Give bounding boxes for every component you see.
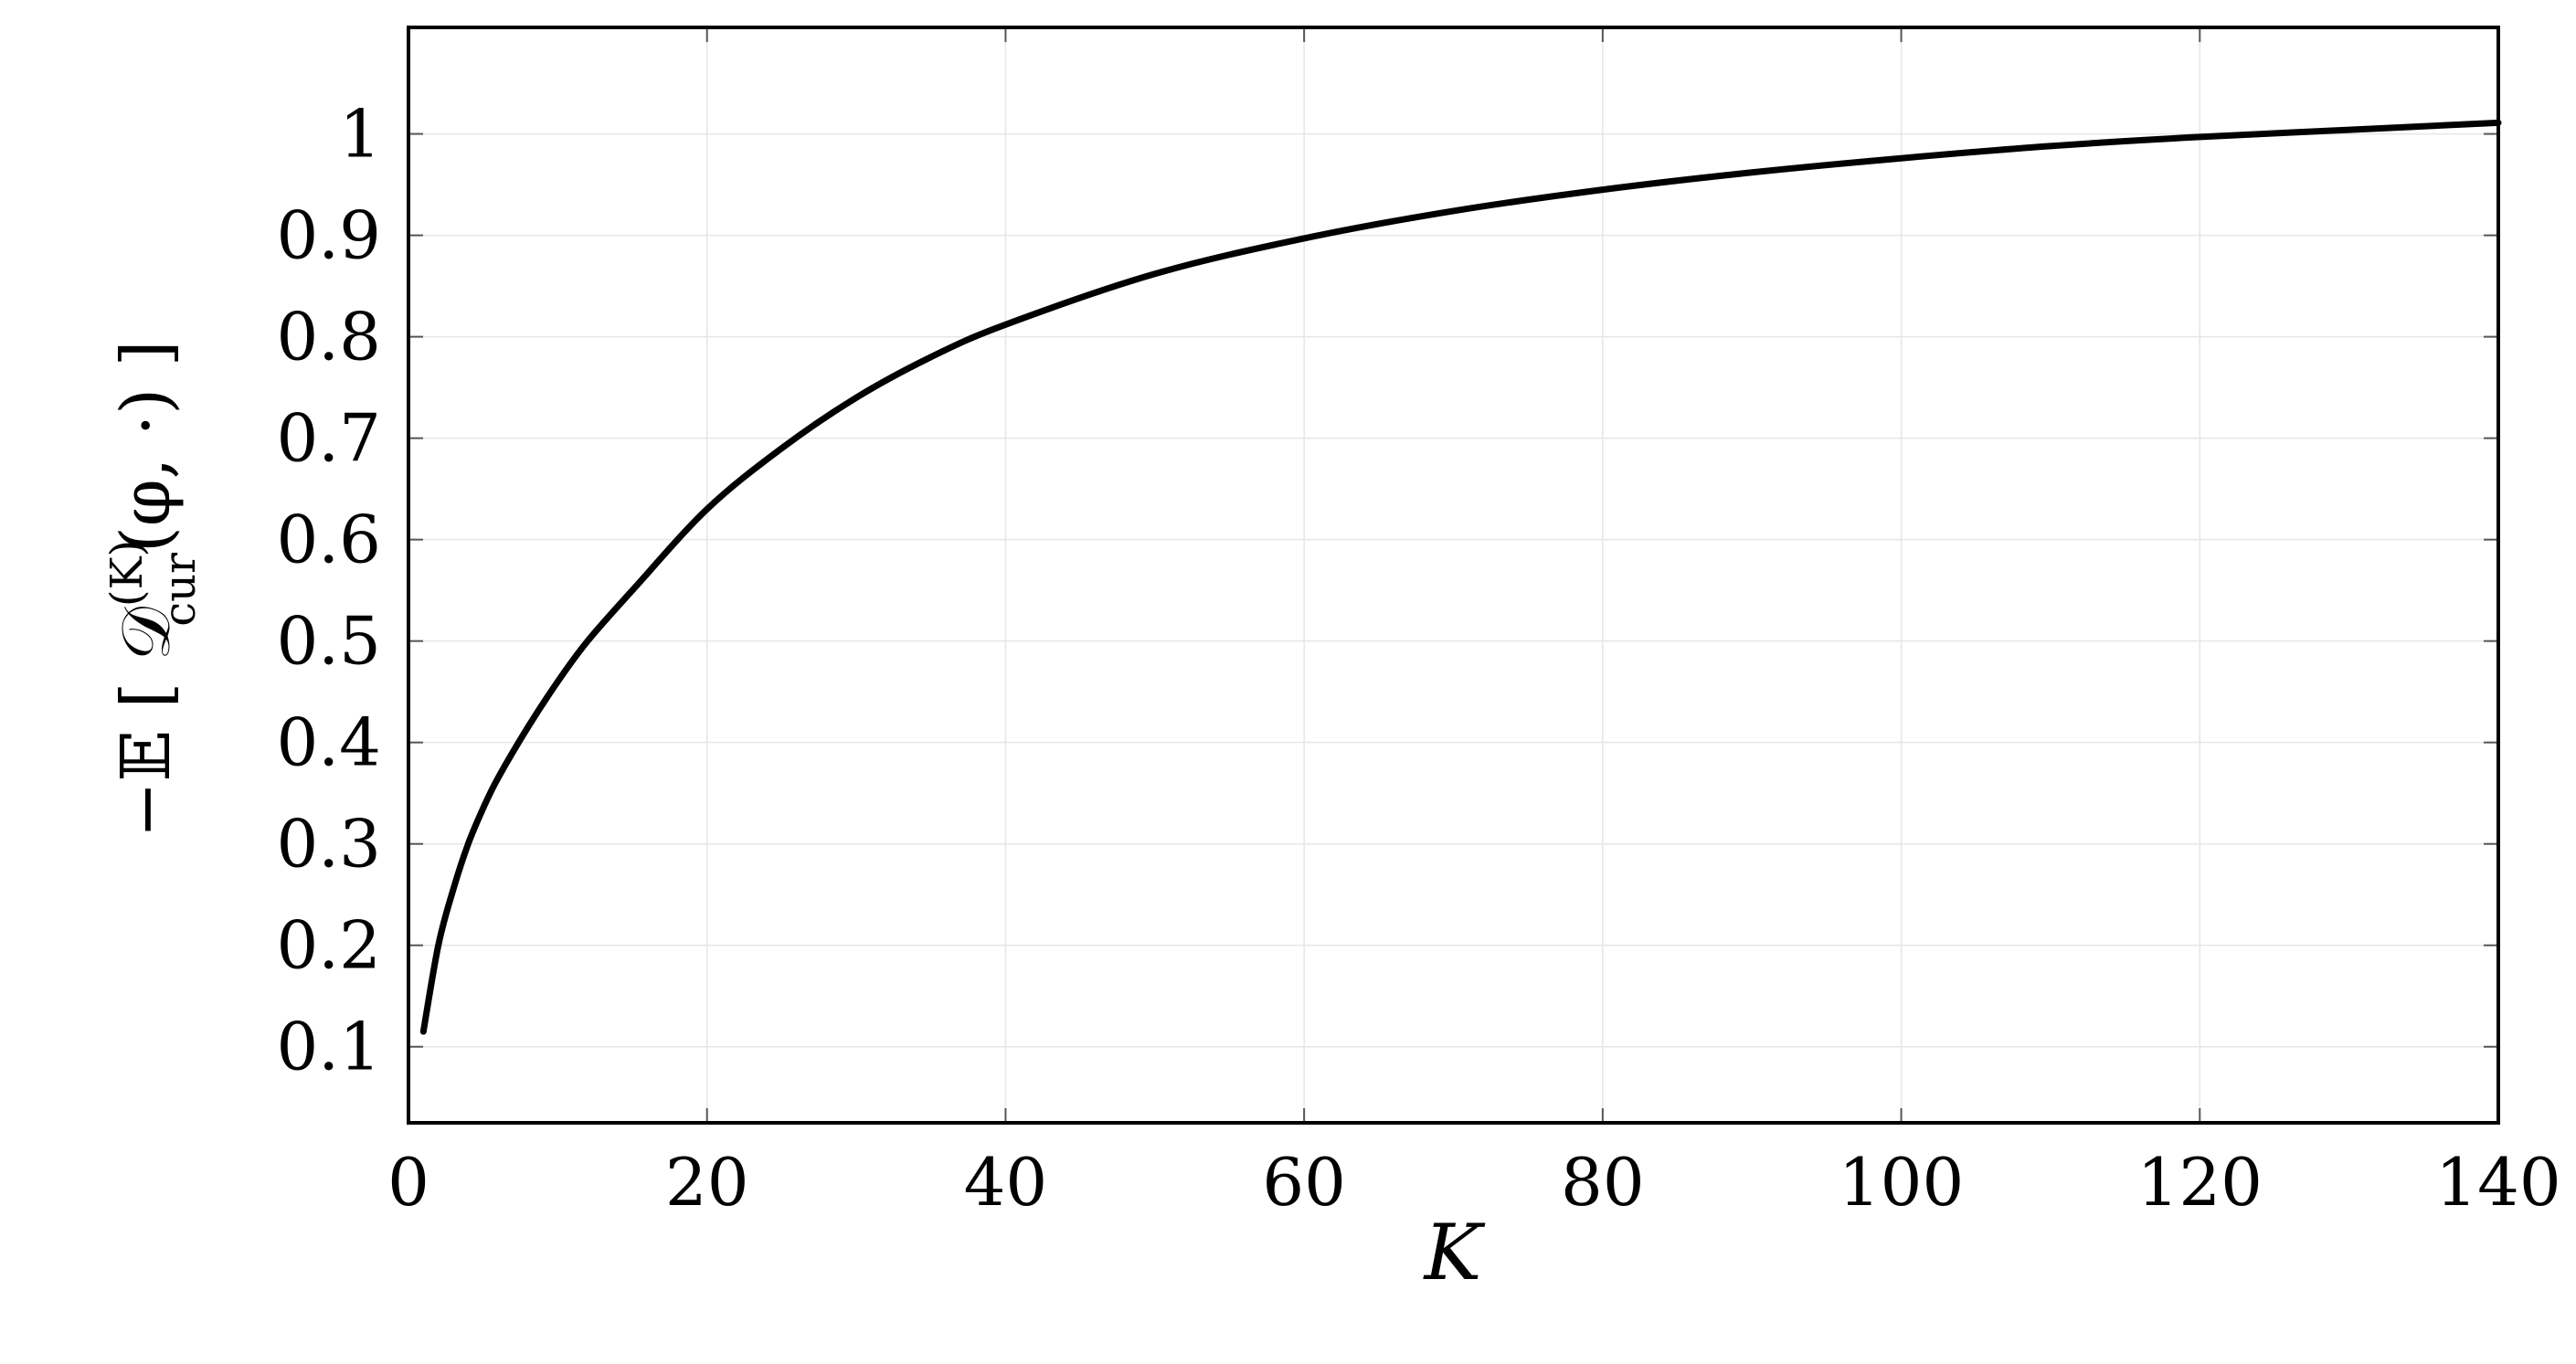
y-tick-label: 0.4: [276, 704, 381, 781]
y-tick-label: 0.5: [276, 603, 381, 680]
y-tick-label: 1: [339, 96, 381, 173]
y-tick-label: 0.1: [276, 1009, 381, 1085]
x-tick-label: 120: [2137, 1144, 2263, 1221]
y-axis-label-symbol: 𝒟: [107, 606, 186, 661]
y-tick-labels: 0.1 0.2 0.3 0.4 0.5 0.6 0.7 0.8 0.9 1: [276, 96, 381, 1085]
x-tick-label: 0: [387, 1144, 429, 1221]
y-tick-label: 0.7: [276, 400, 381, 477]
x-tick-label: 40: [964, 1144, 1048, 1221]
y-axis-label-args: (φ, ·): [107, 388, 186, 553]
x-axis-label: K: [1423, 1208, 1486, 1297]
y-tick-label: 0.3: [276, 806, 381, 883]
y-tick-label: 0.9: [276, 197, 381, 274]
x-tick-labels: 0 20 40 60 80 100 120 140: [387, 1144, 2561, 1221]
y-tick-label: 0.6: [276, 502, 381, 578]
x-tick-label: 20: [665, 1144, 749, 1221]
y-axis-label: −𝔼 [ 𝒟(K)cur(φ, ·) ]: [101, 341, 206, 839]
series-line: [419, 119, 2502, 1035]
y-axis-label-prefix: −𝔼: [107, 730, 186, 838]
x-tick-label: 60: [1262, 1144, 1346, 1221]
y-tick-label: 0.2: [276, 907, 381, 984]
plot-frame: [407, 26, 2500, 1125]
y-tick-label: 0.8: [276, 299, 381, 375]
x-tick-label: 80: [1561, 1144, 1645, 1221]
tick-marks: [408, 27, 2499, 1123]
grid: [408, 27, 2499, 1123]
x-tick-label: 140: [2435, 1144, 2560, 1221]
y-axis-label-subscript: cur: [154, 553, 206, 627]
x-tick-label: 100: [1839, 1144, 1964, 1221]
series-group: [419, 119, 2502, 1035]
y-axis-label-superscript: (K): [101, 540, 153, 607]
